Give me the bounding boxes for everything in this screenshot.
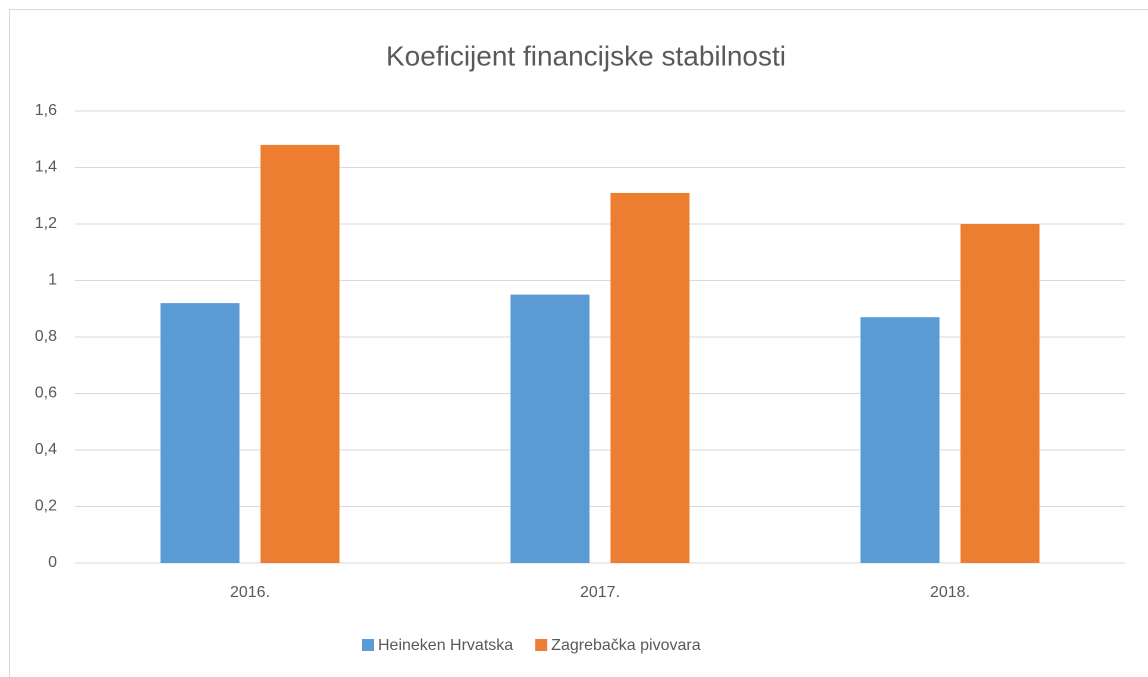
x-tick-label: 2016. — [230, 584, 270, 601]
bar — [160, 303, 240, 563]
y-tick-label: 0,4 — [35, 441, 57, 458]
bar — [610, 192, 690, 564]
y-tick-label: 1,4 — [35, 159, 57, 176]
legend-swatch — [362, 639, 374, 651]
y-tick-label: 1,6 — [35, 102, 57, 119]
bar — [860, 317, 940, 563]
bar — [960, 224, 1040, 563]
chart-border — [9, 9, 1148, 677]
legend-label: Zagrebačka pivovara — [551, 637, 701, 654]
y-tick-label: 0,2 — [35, 498, 57, 515]
legend-label: Heineken Hrvatska — [378, 637, 513, 654]
legend-swatch — [535, 639, 548, 651]
y-tick-label: 1 — [48, 272, 57, 289]
bar — [510, 294, 590, 563]
y-tick-label: 1,2 — [35, 215, 57, 232]
chart-title: Koeficijent financijske stabilnosti — [386, 40, 786, 71]
y-tick-label: 0,6 — [35, 385, 57, 402]
y-tick-label: 0,8 — [35, 328, 57, 345]
x-tick-label: 2018. — [930, 584, 970, 601]
x-tick-label: 2017. — [580, 584, 620, 601]
y-tick-label: 0 — [48, 554, 57, 571]
bar — [260, 144, 340, 563]
